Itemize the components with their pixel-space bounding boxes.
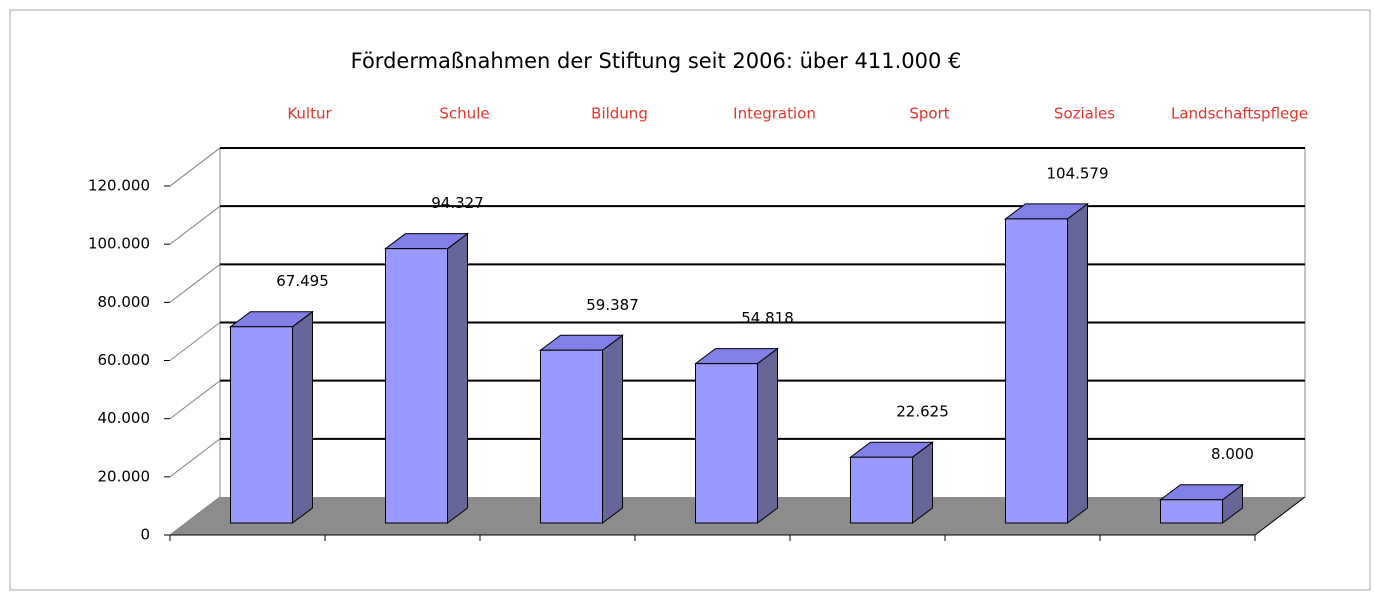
grid-line-side <box>169 438 221 478</box>
y-tick-label: 80.000 <box>98 293 151 311</box>
bar-side <box>292 310 313 524</box>
value-label: 54.818 <box>741 309 794 327</box>
chart-title: Fördermaßnahmen der Stiftung seit 2006: … <box>351 49 962 73</box>
value-label: 67.495 <box>276 272 329 290</box>
bar-side <box>447 232 468 524</box>
y-tick-label: 0 <box>140 526 150 544</box>
grid-line-side <box>169 205 221 245</box>
floor-edge <box>1254 496 1306 536</box>
category-label: Integration <box>733 105 816 123</box>
bar-front <box>695 363 758 524</box>
value-label: 94.327 <box>431 194 484 212</box>
grid-line-side <box>169 322 221 361</box>
value-label: 8.000 <box>1211 445 1254 463</box>
value-label: 104.579 <box>1046 164 1108 182</box>
bar-side <box>1067 202 1088 524</box>
bar-front <box>540 349 603 524</box>
category-label: Soziales <box>1054 105 1115 123</box>
y-tick-label: 20.000 <box>98 467 151 485</box>
bar <box>384 232 469 524</box>
value-label: 59.387 <box>586 296 639 314</box>
y-tick-label: 60.000 <box>98 351 151 369</box>
bar-side <box>602 334 623 524</box>
category-label: Sport <box>909 105 949 123</box>
bar <box>694 347 779 524</box>
category-label: Bildung <box>591 105 648 123</box>
grid-line-side <box>169 147 221 187</box>
category-label: Kultur <box>287 105 332 123</box>
bar <box>229 310 314 524</box>
bar <box>1004 202 1089 524</box>
grid-line-side <box>169 263 221 303</box>
y-tick-label: 100.000 <box>88 235 150 253</box>
grid-line-side <box>169 496 221 536</box>
bar <box>849 441 934 524</box>
bar-front <box>1160 499 1223 524</box>
value-label: 22.625 <box>896 403 949 421</box>
bar-front <box>230 326 293 524</box>
grid-line-side <box>169 380 221 420</box>
bar <box>539 334 624 524</box>
category-label: Schule <box>439 105 489 123</box>
bar-front <box>385 248 448 524</box>
bar <box>1159 483 1244 524</box>
category-label: Landschaftspflege <box>1171 105 1308 123</box>
bar-side <box>757 347 778 524</box>
bar-front <box>1005 218 1068 524</box>
y-tick-label: 120.000 <box>88 177 150 195</box>
bar-front <box>850 456 913 524</box>
y-tick-label: 40.000 <box>98 409 151 427</box>
